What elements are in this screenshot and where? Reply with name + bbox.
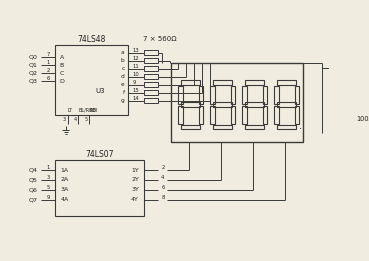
Bar [263,106,267,124]
Text: 1A: 1A [61,168,69,173]
Bar [144,50,159,55]
Text: 9: 9 [133,80,136,85]
Text: 15: 15 [133,88,139,93]
Bar [181,103,200,107]
Text: 4Y: 4Y [131,197,139,202]
Text: 4A: 4A [61,197,69,202]
Text: Q5: Q5 [28,177,37,182]
Bar [144,90,159,95]
Text: C: C [60,70,64,76]
Bar [181,80,200,85]
Text: e: e [121,82,125,87]
Text: 13: 13 [133,48,139,53]
Text: 1Y: 1Y [131,168,139,173]
Text: Q7: Q7 [28,197,37,202]
Text: b: b [121,58,125,63]
Text: d: d [121,74,125,79]
Text: BL/RBO: BL/RBO [78,108,96,113]
Text: 14: 14 [133,96,139,101]
Text: 3: 3 [63,117,66,122]
Bar [263,86,267,104]
Text: 4: 4 [161,175,165,180]
Bar [171,63,303,142]
Text: 5: 5 [46,185,50,190]
Text: U3: U3 [96,88,105,94]
Bar [245,125,265,129]
Bar [245,103,265,107]
Text: 3A: 3A [61,187,69,192]
Bar [55,160,144,216]
Text: 2A: 2A [61,177,69,182]
Text: 3: 3 [46,175,50,180]
Text: 6: 6 [161,185,165,190]
Bar [144,58,159,63]
Text: 8: 8 [161,195,165,200]
Text: 74LS07: 74LS07 [86,151,114,159]
Text: 1: 1 [46,60,50,65]
Bar [199,106,203,124]
Bar [144,74,159,79]
Text: a: a [121,50,125,55]
Text: Q4: Q4 [28,168,37,173]
Text: 11: 11 [133,64,139,69]
Bar [144,98,159,103]
Text: 3Y: 3Y [131,187,139,192]
Bar [199,86,203,104]
Text: 1: 1 [46,165,50,170]
Bar [231,106,235,124]
Text: f: f [123,90,125,95]
Text: 2: 2 [161,165,165,170]
Text: LT: LT [68,108,73,113]
Text: 6: 6 [46,76,50,81]
Bar [213,103,232,107]
Bar [55,45,128,115]
Bar [242,86,246,104]
Bar [144,66,159,71]
Bar [277,125,297,129]
Bar [178,106,183,124]
Text: 9: 9 [46,195,50,200]
Bar [274,86,279,104]
Bar [338,113,346,126]
Text: Q0: Q0 [28,55,37,60]
Text: Q1: Q1 [28,63,37,68]
Text: 5: 5 [84,117,87,122]
Text: D: D [60,79,65,84]
Text: 2: 2 [46,68,50,73]
Text: 2Y: 2Y [131,177,139,182]
Text: c: c [121,66,125,71]
Text: Q3: Q3 [28,79,37,84]
Bar [295,106,299,124]
Text: 7: 7 [46,52,50,57]
Text: 12: 12 [133,56,139,61]
Text: 4: 4 [73,117,77,122]
Bar [181,125,200,129]
Text: 74LS48: 74LS48 [77,35,106,44]
Text: Q2: Q2 [28,70,37,76]
Bar [210,106,215,124]
Text: 10: 10 [133,72,139,77]
Bar [295,86,299,104]
Bar [210,86,215,104]
Bar [178,86,183,104]
Text: 7 × 560Ω: 7 × 560Ω [144,36,177,42]
Text: Q6: Q6 [28,187,37,192]
Text: .: . [300,121,303,130]
Bar [245,80,265,85]
Bar [242,106,246,124]
Text: A: A [60,55,64,60]
Text: g: g [121,98,125,103]
Bar [144,82,159,87]
Text: RBI: RBI [89,108,97,113]
Text: B: B [60,63,64,68]
Bar [274,106,279,124]
Text: 100Ω: 100Ω [356,116,369,122]
Bar [213,80,232,85]
Bar [277,80,297,85]
Bar [231,86,235,104]
Bar [277,103,297,107]
Bar [213,125,232,129]
